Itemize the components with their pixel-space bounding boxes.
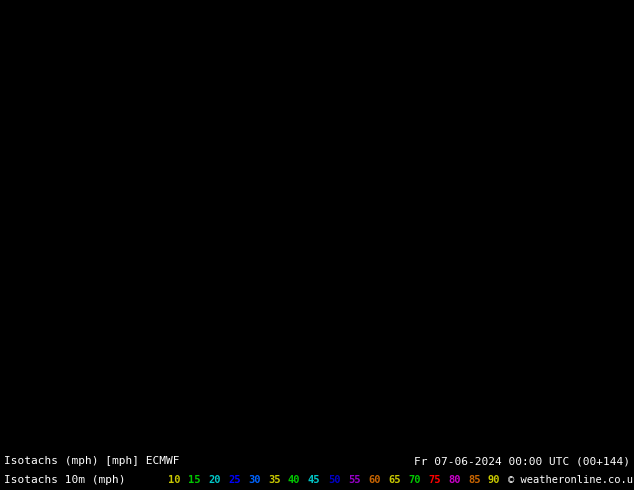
- Text: 55: 55: [348, 475, 361, 485]
- Text: © weatheronline.co.uk: © weatheronline.co.uk: [508, 475, 634, 485]
- Text: Isotachs (mph) [mph] ECMWF: Isotachs (mph) [mph] ECMWF: [4, 456, 179, 466]
- Text: 50: 50: [328, 475, 340, 485]
- Text: 35: 35: [268, 475, 280, 485]
- Text: 60: 60: [368, 475, 380, 485]
- Text: 75: 75: [428, 475, 441, 485]
- Text: 40: 40: [288, 475, 301, 485]
- Text: 90: 90: [488, 475, 500, 485]
- Text: Isotachs 10m (mph): Isotachs 10m (mph): [4, 475, 126, 485]
- Text: 65: 65: [388, 475, 401, 485]
- Text: 10: 10: [168, 475, 181, 485]
- Text: 45: 45: [308, 475, 321, 485]
- Text: 30: 30: [248, 475, 261, 485]
- Text: Fr 07-06-2024 00:00 UTC (00+144): Fr 07-06-2024 00:00 UTC (00+144): [414, 456, 630, 466]
- Text: 80: 80: [448, 475, 460, 485]
- Text: 15: 15: [188, 475, 200, 485]
- Text: 70: 70: [408, 475, 420, 485]
- Text: 20: 20: [208, 475, 221, 485]
- Text: 85: 85: [468, 475, 481, 485]
- Text: 25: 25: [228, 475, 240, 485]
